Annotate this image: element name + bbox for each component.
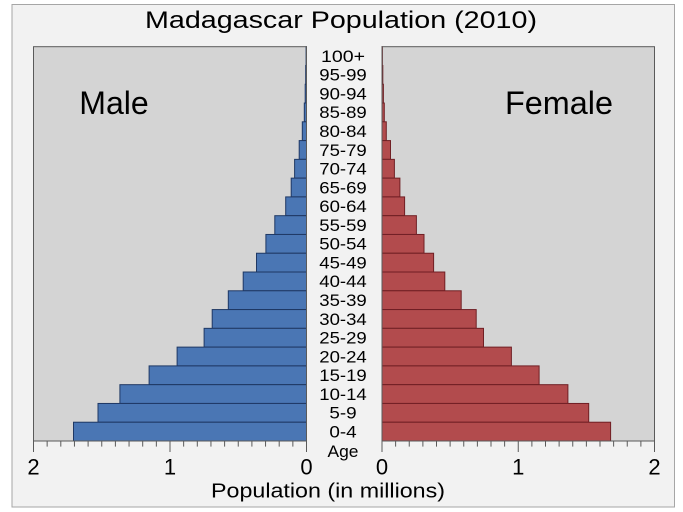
svg-text:50-54: 50-54 [319, 236, 367, 254]
svg-text:95-99: 95-99 [319, 67, 367, 85]
svg-text:10-14: 10-14 [319, 386, 367, 404]
svg-text:0-4: 0-4 [329, 423, 356, 441]
svg-text:40-44: 40-44 [319, 273, 367, 291]
svg-text:20-24: 20-24 [319, 348, 367, 366]
svg-text:35-39: 35-39 [319, 292, 367, 310]
svg-text:55-59: 55-59 [319, 217, 367, 235]
svg-text:100+: 100+ [321, 48, 365, 66]
svg-text:15-19: 15-19 [319, 367, 367, 385]
svg-text:65-69: 65-69 [319, 179, 367, 197]
svg-text:80-84: 80-84 [319, 123, 367, 141]
svg-text:2: 2 [27, 455, 39, 480]
svg-text:2: 2 [648, 455, 660, 480]
svg-text:45-49: 45-49 [319, 254, 367, 272]
svg-text:85-89: 85-89 [319, 104, 367, 122]
svg-text:Madagascar Population (2010): Madagascar Population (2010) [145, 7, 537, 34]
svg-text:Age: Age [328, 443, 359, 461]
svg-text:75-79: 75-79 [319, 142, 367, 160]
svg-text:0: 0 [300, 455, 312, 480]
svg-text:1: 1 [164, 455, 176, 480]
svg-text:90-94: 90-94 [319, 85, 367, 103]
svg-text:60-64: 60-64 [319, 198, 367, 216]
svg-text:25-29: 25-29 [319, 330, 367, 348]
svg-text:5-9: 5-9 [329, 405, 356, 423]
svg-text:1: 1 [512, 455, 524, 480]
svg-text:70-74: 70-74 [319, 161, 367, 179]
svg-text:Male: Male [79, 85, 149, 121]
svg-text:30-34: 30-34 [319, 311, 367, 329]
svg-text:Population (in millions): Population (in millions) [211, 481, 445, 503]
svg-text:Female: Female [505, 85, 613, 121]
svg-text:0: 0 [376, 455, 388, 480]
